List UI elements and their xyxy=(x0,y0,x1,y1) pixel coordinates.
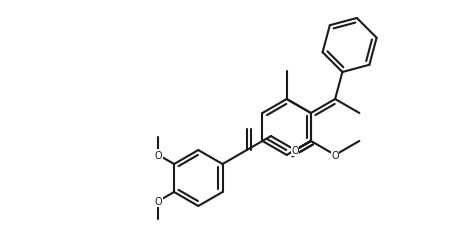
Text: O: O xyxy=(155,196,162,206)
Text: O: O xyxy=(332,150,339,160)
Text: O: O xyxy=(291,145,299,155)
Text: O: O xyxy=(155,150,162,160)
